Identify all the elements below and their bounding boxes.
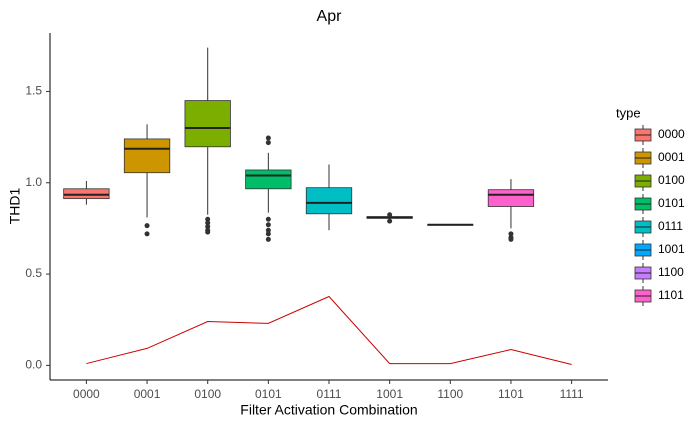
x-tick-label: 0000 [73,387,100,401]
outlier [144,231,150,237]
legend-label: 0101 [658,196,685,210]
x-axis-label: Filter Activation Combination [240,402,417,418]
outlier [205,220,211,226]
outlier [265,140,271,146]
legend-title: type [616,105,641,120]
box [245,169,292,190]
outlier [265,231,271,237]
x-tick-label: 1111 [560,387,584,401]
x-tick-label: 1001 [376,387,403,401]
outlier [205,224,211,230]
outlier [387,212,393,218]
outlier [265,216,271,222]
y-tick-label: 0.0 [25,358,42,372]
box [487,189,535,207]
box [184,100,231,148]
box [63,188,110,200]
legend-label: 0100 [658,173,685,187]
box [305,187,353,215]
legend-label: 1001 [658,242,685,256]
outlier [144,223,150,229]
y-axis-label: THD1 [7,188,23,225]
legend-label: 0001 [658,150,685,164]
outlier [265,236,271,242]
outlier [265,135,271,141]
y-tick-label: 1.0 [25,175,42,189]
outlier [205,229,211,235]
x-tick-label: 0100 [194,387,221,401]
chart-title: Apr [317,8,343,25]
y-tick-label: 1.5 [25,84,42,98]
outlier [205,216,211,222]
box [123,138,171,174]
legend-label: 0111 [658,219,683,233]
y-tick-label: 0.5 [25,266,42,280]
x-tick-label: 0101 [255,387,282,401]
x-tick-label: 0111 [317,387,342,401]
legend-label: 1100 [658,265,684,279]
x-tick-label: 1100 [437,387,463,401]
legend-label: 0000 [658,127,685,141]
line [86,295,572,365]
x-tick-label: 0001 [134,387,161,401]
outlier [265,222,271,228]
outlier [265,227,271,233]
outlier [508,236,514,242]
outlier [508,231,514,237]
outlier [387,218,393,224]
legend-label: 1101 [658,288,684,302]
x-tick-label: 1101 [498,387,524,401]
